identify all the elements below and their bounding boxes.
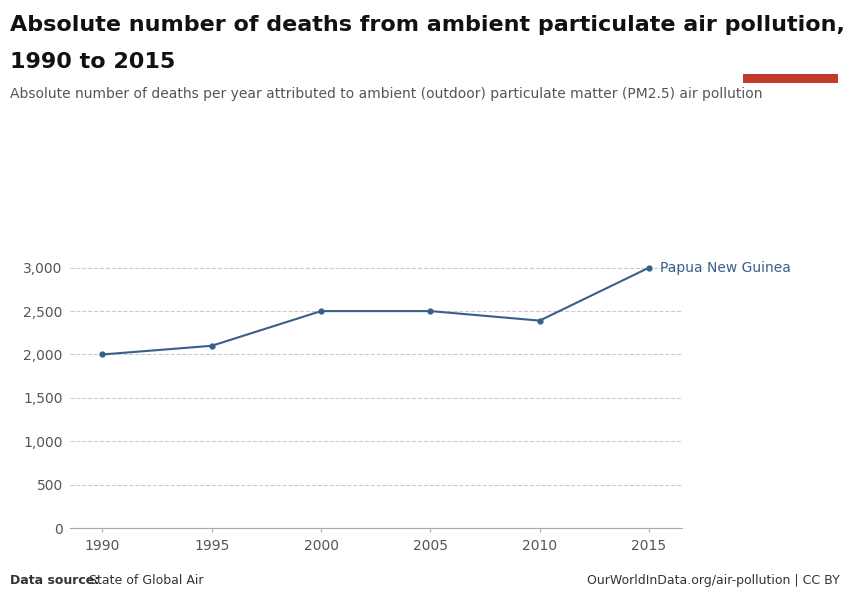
Text: State of Global Air: State of Global Air: [85, 574, 203, 587]
Text: Papua New Guinea: Papua New Guinea: [660, 260, 790, 275]
Text: Our World: Our World: [759, 26, 822, 36]
Text: Absolute number of deaths from ambient particulate air pollution,: Absolute number of deaths from ambient p…: [10, 15, 845, 35]
Text: Data source:: Data source:: [10, 574, 99, 587]
Text: 1990 to 2015: 1990 to 2015: [10, 52, 175, 72]
Text: in Data: in Data: [768, 47, 813, 58]
Text: Absolute number of deaths per year attributed to ambient (outdoor) particulate m: Absolute number of deaths per year attri…: [10, 87, 762, 101]
Text: OurWorldInData.org/air-pollution | CC BY: OurWorldInData.org/air-pollution | CC BY: [587, 574, 840, 587]
Bar: [743, 74, 838, 83]
